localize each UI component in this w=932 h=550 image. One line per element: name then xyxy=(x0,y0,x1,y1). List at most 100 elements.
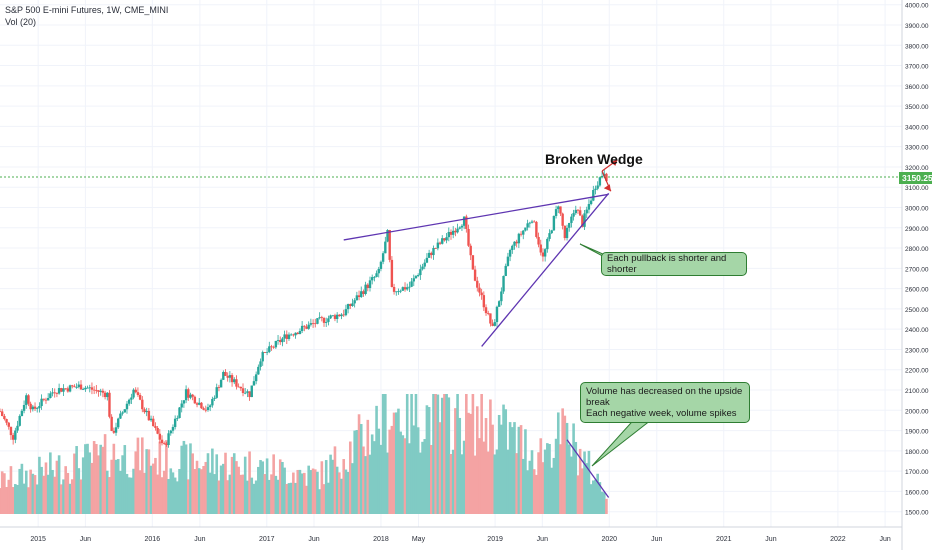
candle-body xyxy=(230,375,234,383)
candle-body xyxy=(500,291,503,302)
candle-body xyxy=(3,415,6,420)
volume-bar xyxy=(556,412,560,514)
candle-body xyxy=(395,291,398,293)
candle-body xyxy=(167,433,170,445)
candle-body xyxy=(99,390,102,392)
volume-bar xyxy=(368,454,372,514)
candle-body xyxy=(528,222,532,224)
candle-body xyxy=(557,206,560,210)
candle-body xyxy=(386,230,389,242)
volume-bar xyxy=(243,456,247,514)
candle-body xyxy=(114,427,118,433)
candle-body xyxy=(215,387,218,398)
candle-body xyxy=(263,352,267,353)
candle-body xyxy=(38,406,41,409)
candle-body xyxy=(272,346,275,348)
volume-bar xyxy=(460,454,464,514)
candle-body xyxy=(206,407,210,410)
grid-lines xyxy=(0,0,902,527)
volume-bar xyxy=(408,443,411,514)
candle-body xyxy=(22,404,26,411)
volume-bar xyxy=(517,426,521,514)
candle-body xyxy=(279,340,282,343)
volume-bar xyxy=(73,453,76,514)
candle-body xyxy=(276,340,280,341)
candle-body xyxy=(443,238,446,241)
volume-bar xyxy=(454,408,457,514)
volume-bar xyxy=(180,445,184,514)
volume-bar xyxy=(471,394,475,514)
candle-body xyxy=(244,392,247,394)
volume-bar xyxy=(114,459,118,514)
volume-bar xyxy=(99,444,103,514)
x-tick-label: 2020 xyxy=(601,536,617,543)
candle-body xyxy=(462,216,466,226)
volume-bar xyxy=(108,477,111,514)
volume-bar xyxy=(480,394,483,514)
volume-bar xyxy=(530,450,534,514)
volume-bar xyxy=(90,462,94,514)
candle-body xyxy=(154,426,157,428)
candle-body xyxy=(84,387,87,390)
volume-bar xyxy=(432,394,435,514)
y-tick-label: 1800.00 xyxy=(905,449,929,456)
candle-body xyxy=(73,386,76,388)
candle-body xyxy=(338,314,341,317)
volume-bar xyxy=(75,446,78,514)
candle-body xyxy=(248,391,251,398)
candle-body xyxy=(406,287,409,290)
candle-body xyxy=(471,255,475,270)
x-tick-label: Jun xyxy=(537,536,548,543)
volume-bar xyxy=(296,469,300,514)
volume-bar xyxy=(412,425,416,514)
candle-body xyxy=(568,222,571,228)
volume-bar xyxy=(589,484,593,514)
candle-body xyxy=(213,397,216,399)
candle-body xyxy=(127,399,131,404)
candle-body xyxy=(401,287,405,291)
candle-body xyxy=(97,390,100,392)
volume-bar xyxy=(235,461,238,514)
candle-body xyxy=(287,334,291,339)
volume-bar xyxy=(364,456,367,514)
candle-body xyxy=(353,300,356,304)
volume-bar xyxy=(149,465,153,514)
candle-body xyxy=(589,200,593,205)
volume-bar xyxy=(18,468,22,514)
volume-bar xyxy=(462,440,466,514)
volume-bar xyxy=(502,404,505,514)
callout-volume-line1: Volume has decreased on the upside break xyxy=(586,386,743,408)
volume-bar xyxy=(55,460,59,514)
candle-body xyxy=(108,392,111,417)
candle-body xyxy=(219,379,223,388)
legend-symbol: S&P 500 E-mini Futures, 1W, CME_MINI xyxy=(5,5,169,15)
volume-bar xyxy=(195,460,199,514)
candle-body xyxy=(480,292,483,296)
volume-bar xyxy=(0,471,4,514)
volume-bar xyxy=(103,434,107,514)
candle-body xyxy=(0,411,2,413)
volume-bar xyxy=(443,394,446,514)
candle-body xyxy=(526,223,529,228)
candle-body xyxy=(532,221,536,223)
candle-body xyxy=(430,252,433,256)
volume-bar xyxy=(548,443,551,514)
volume-bar xyxy=(127,477,131,514)
candle-body xyxy=(543,249,547,257)
candle-body xyxy=(224,371,227,376)
candle-body xyxy=(381,253,385,262)
volume-bar xyxy=(515,453,518,514)
volume-bar xyxy=(112,443,116,514)
volume-bar xyxy=(134,451,138,514)
candle-body xyxy=(373,276,376,278)
candle-body xyxy=(399,290,402,292)
volume-bar xyxy=(27,487,30,514)
volume-bar xyxy=(292,472,295,514)
candle-body xyxy=(66,388,70,392)
volume-bar xyxy=(311,468,315,514)
candle-body xyxy=(18,416,21,426)
candle-body xyxy=(165,443,168,445)
candle-body xyxy=(388,230,391,260)
candle-body xyxy=(268,346,271,352)
